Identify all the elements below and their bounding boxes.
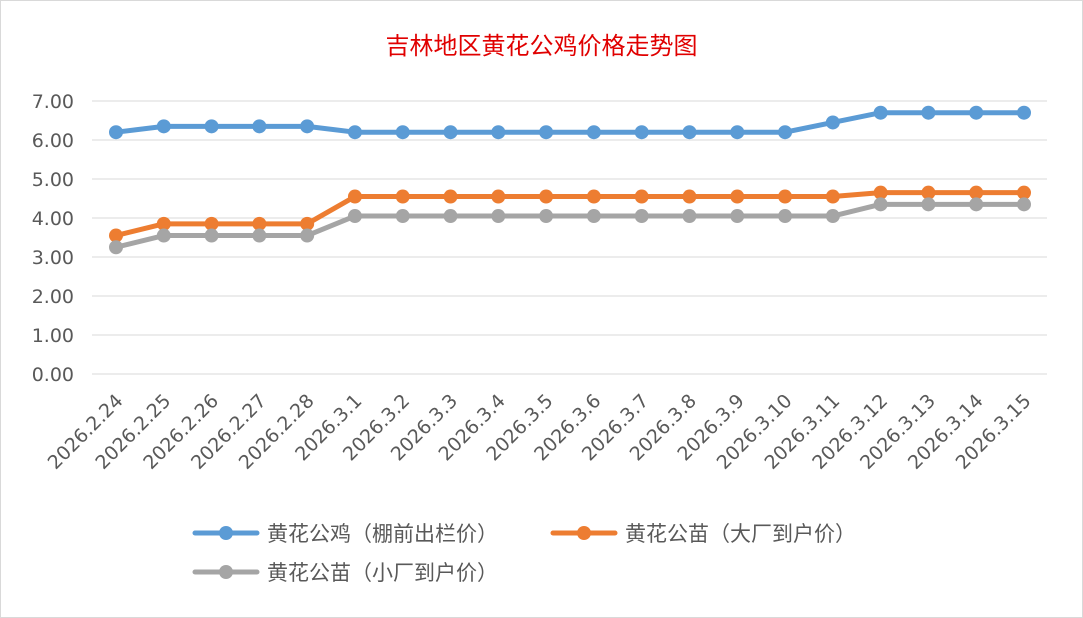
x-axis-ticks: 2026.2.242026.2.252026.2.262026.2.272026… <box>44 390 1036 474</box>
y-tick-label: 2.00 <box>32 286 74 308</box>
data-point <box>252 216 267 231</box>
data-point <box>395 209 410 224</box>
data-point <box>634 209 649 224</box>
data-point <box>491 189 506 204</box>
data-point <box>204 216 219 231</box>
data-point <box>921 185 936 200</box>
y-tick-label: 7.00 <box>32 91 74 113</box>
data-point <box>156 216 171 231</box>
legend-item: 黄花公苗（大厂到户价） <box>550 522 856 546</box>
data-point <box>443 125 458 140</box>
data-point <box>873 105 888 120</box>
data-point <box>873 197 888 212</box>
data-point <box>969 185 984 200</box>
series-3 <box>109 197 1031 255</box>
data-point <box>300 216 315 231</box>
data-point <box>491 125 506 140</box>
series-line <box>113 110 1027 135</box>
series-line <box>113 201 1027 250</box>
data-point <box>109 228 123 243</box>
data-point <box>586 209 601 224</box>
legend: 黄花公鸡（棚前出栏价） 黄花公苗（大厂到户价） 黄花公苗（小厂到户价） <box>192 522 856 585</box>
data-point <box>347 189 362 204</box>
data-point <box>682 189 697 204</box>
y-tick-label: 0.00 <box>32 364 74 386</box>
series-2 <box>109 185 1031 243</box>
chart-title: 吉林地区黄花公鸡价格走势图 <box>385 32 698 60</box>
y-tick-label: 4.00 <box>32 208 74 230</box>
data-point <box>252 119 267 134</box>
data-point <box>921 197 936 212</box>
data-point <box>395 125 410 140</box>
data-point <box>300 228 315 243</box>
data-point <box>1017 105 1031 120</box>
legend-item: 黄花公苗（小厂到户价） <box>192 561 498 585</box>
series-lines <box>109 105 1031 255</box>
data-point <box>109 240 123 255</box>
data-point <box>682 209 697 224</box>
data-point <box>204 228 219 243</box>
data-point <box>156 228 171 243</box>
data-point <box>1017 197 1031 212</box>
data-point <box>730 209 745 224</box>
data-point <box>109 125 123 140</box>
data-point <box>491 209 506 224</box>
y-tick-label: 6.00 <box>32 130 74 152</box>
data-point <box>921 105 936 120</box>
data-point <box>443 209 458 224</box>
data-point <box>156 119 171 134</box>
data-point <box>586 189 601 204</box>
data-point <box>873 185 888 200</box>
data-point <box>586 125 601 140</box>
legend-label: 黄花公苗（大厂到户价） <box>625 522 856 546</box>
data-point <box>539 189 554 204</box>
data-point <box>252 228 267 243</box>
series-1 <box>109 105 1031 140</box>
data-point <box>300 119 315 134</box>
data-point <box>969 197 984 212</box>
data-point <box>204 119 219 134</box>
y-tick-label: 3.00 <box>32 247 74 269</box>
series-line <box>113 190 1027 239</box>
data-point <box>395 189 410 204</box>
data-point <box>778 209 793 224</box>
data-point <box>347 125 362 140</box>
legend-item: 黄花公鸡（棚前出栏价） <box>192 522 498 546</box>
data-point <box>825 189 840 204</box>
legend-swatch-marker <box>577 526 591 540</box>
data-point <box>1017 185 1031 200</box>
y-tick-label: 5.00 <box>32 169 74 191</box>
legend-label: 黄花公鸡（棚前出栏价） <box>267 522 498 546</box>
data-point <box>539 125 554 140</box>
data-point <box>682 125 697 140</box>
data-point <box>825 209 840 224</box>
data-point <box>730 189 745 204</box>
y-axis-ticks: 0.00 1.00 2.00 3.00 4.00 5.00 6.00 7.00 <box>32 91 74 386</box>
data-point <box>969 105 984 120</box>
legend-swatch-marker <box>219 526 233 540</box>
legend-label: 黄花公苗（小厂到户价） <box>267 561 498 585</box>
data-point <box>730 125 745 140</box>
legend-swatch-marker <box>219 565 233 579</box>
data-point <box>443 189 458 204</box>
data-point <box>634 125 649 140</box>
y-tick-label: 1.00 <box>32 325 74 347</box>
data-point <box>347 209 362 224</box>
data-point <box>825 115 840 130</box>
data-point <box>778 125 793 140</box>
data-point <box>539 209 554 224</box>
data-point <box>634 189 649 204</box>
data-point <box>778 189 793 204</box>
